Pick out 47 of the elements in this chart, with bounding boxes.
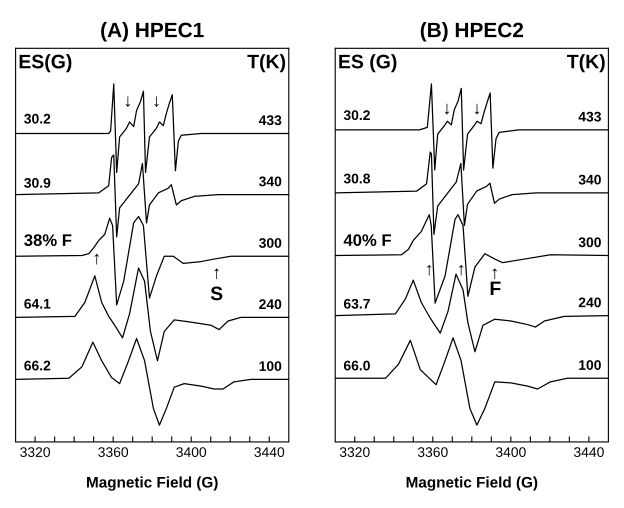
- x-tick-label: 3400: [496, 447, 526, 458]
- x-axis-title: Magnetic Field (G): [87, 476, 218, 491]
- x-axis-title: Magnetic Field (G): [406, 476, 538, 491]
- annotation: ↓: [474, 104, 480, 114]
- series-label: 100: [579, 360, 601, 370]
- series-label: 300: [578, 237, 601, 248]
- annotation: 66.2: [24, 360, 50, 370]
- x-tick-label: 3320: [20, 447, 50, 458]
- text: T(K): [567, 54, 605, 72]
- x-tick-label: 3360: [98, 447, 128, 458]
- chart-title: (B) HPEC2: [420, 22, 524, 42]
- series-label: 433: [578, 112, 601, 122]
- series-label: 340: [578, 174, 601, 185]
- chart-title: (A) HPEC1: [101, 22, 204, 42]
- annotation: 38% F: [24, 234, 72, 246]
- series-label: 433: [258, 115, 282, 126]
- annotation: 30.9: [24, 178, 50, 188]
- series-label: 240: [259, 299, 282, 310]
- series-label: 300: [258, 238, 282, 248]
- annotation: ↓: [154, 96, 159, 108]
- text: ES(G): [20, 54, 72, 72]
- annotation: ↓: [126, 96, 130, 108]
- annotation: ↑: [427, 264, 432, 276]
- annotation: 30.2: [344, 110, 370, 120]
- text: ES (G): [339, 54, 396, 72]
- x-tick-label: 3440: [254, 447, 284, 458]
- series-label: 340: [258, 176, 282, 186]
- annotation: 30.8: [344, 174, 370, 184]
- annotation: 64.1: [24, 298, 50, 309]
- annotation: 63.7: [344, 298, 370, 309]
- annotation: ↑: [459, 264, 464, 276]
- annotation: 30.2: [24, 114, 50, 124]
- x-tick-label: 3440: [574, 447, 604, 458]
- text: T(K): [247, 54, 286, 72]
- x-tick-label: 3360: [418, 447, 448, 458]
- x-tick-label: 3400: [176, 447, 206, 458]
- annotation: ↑: [492, 268, 497, 280]
- annotation: F: [490, 282, 501, 296]
- annotation: ↑: [94, 254, 99, 264]
- annotation: 66.0: [344, 360, 370, 370]
- annotation: ↑: [214, 268, 219, 280]
- annotation: ↓: [444, 104, 450, 114]
- annotation: S: [210, 286, 222, 300]
- x-tick-label: 3320: [340, 447, 370, 458]
- series-label: 240: [578, 297, 601, 308]
- series-label: 100: [260, 361, 282, 372]
- annotation: 40% F: [344, 234, 391, 246]
